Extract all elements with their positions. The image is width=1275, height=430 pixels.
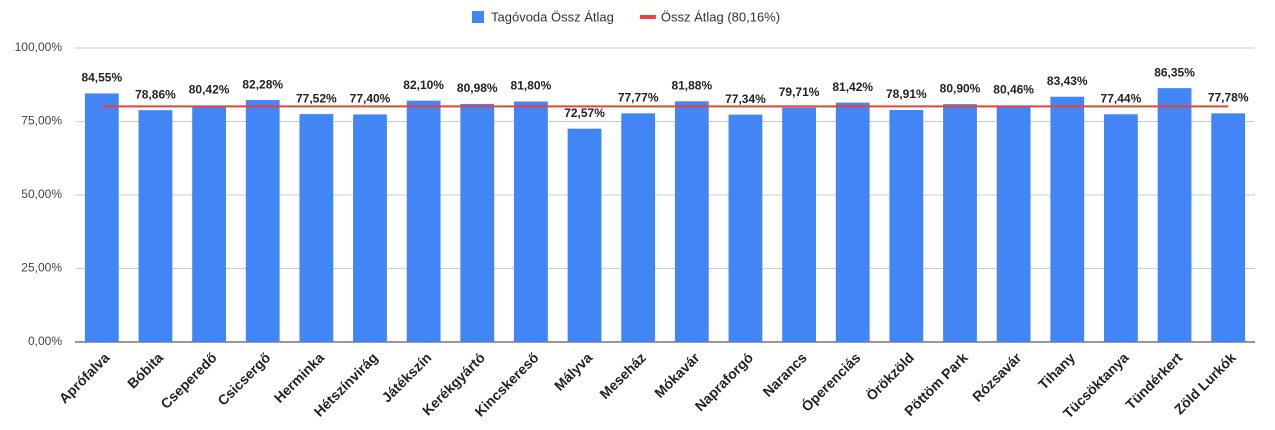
bar	[406, 100, 441, 342]
data-label: 77,44%	[1101, 91, 1142, 105]
bar	[192, 105, 226, 342]
data-label: 83,43%	[1047, 74, 1088, 88]
x-tick-label: Csicsergő	[214, 349, 273, 408]
bar	[514, 101, 548, 343]
bar	[567, 128, 602, 342]
bar	[299, 114, 334, 342]
y-tick-label: 25,00%	[21, 261, 62, 275]
y-tick-label: 100,00%	[15, 40, 63, 54]
legend-swatch	[472, 11, 484, 23]
data-label: 80,46%	[993, 83, 1034, 97]
y-tick-label: 0,00%	[28, 334, 62, 348]
x-tick-label: Játékszín	[378, 349, 434, 405]
bar	[1104, 114, 1138, 342]
bar	[1050, 96, 1085, 343]
data-label: 82,28%	[242, 77, 283, 91]
x-tick-label: Tihany	[1035, 349, 1078, 392]
x-tick-label: Herminka	[271, 349, 328, 406]
data-label: 82,10%	[403, 78, 444, 92]
data-label: 80,98%	[457, 81, 498, 95]
data-label: 77,34%	[725, 92, 766, 106]
data-label: 78,91%	[886, 87, 927, 101]
x-tick-label: Napraforgó	[692, 349, 757, 414]
data-label: 77,77%	[618, 91, 659, 105]
bar	[460, 103, 495, 343]
data-label: 84,55%	[81, 71, 122, 85]
data-label: 78,86%	[135, 87, 176, 101]
data-label: 86,35%	[1154, 65, 1195, 79]
x-tick-label: Örökzöld	[863, 349, 917, 403]
data-label: 77,40%	[350, 92, 391, 106]
bar	[245, 100, 280, 342]
bar	[996, 105, 1031, 342]
data-label: 80,42%	[189, 83, 230, 97]
bar	[1211, 113, 1246, 342]
legend-swatch	[639, 15, 656, 19]
legend-label: Össz Átlag (80,16%)	[661, 9, 780, 24]
bar	[674, 101, 709, 342]
bar	[782, 107, 816, 342]
data-label: 81,88%	[671, 78, 712, 92]
data-label: 81,80%	[511, 79, 552, 93]
bar	[943, 104, 977, 343]
bar	[889, 110, 924, 342]
bar	[728, 114, 763, 343]
bar	[84, 93, 119, 342]
bar	[353, 114, 387, 342]
x-tick-label: Mályva	[551, 349, 595, 393]
x-tick-label: Meseház	[596, 349, 649, 402]
x-tick-label: Bóbita	[124, 349, 166, 391]
data-label: 79,71%	[779, 85, 820, 99]
bar	[138, 110, 173, 342]
legend-label: Tagóvoda Össz Átlag	[491, 9, 614, 24]
bar	[1157, 88, 1192, 342]
bar	[621, 113, 656, 342]
y-tick-label: 50,00%	[21, 187, 62, 201]
data-label: 80,90%	[940, 81, 981, 95]
x-tick-label: Aprófalva	[56, 349, 113, 406]
x-tick-label: Rózsavár	[969, 349, 1025, 405]
data-label: 81,42%	[832, 80, 873, 94]
bar	[835, 102, 870, 342]
data-label: 72,57%	[564, 106, 605, 120]
data-label: 77,78%	[1208, 90, 1249, 104]
x-tick-label: Cseperedő	[157, 349, 219, 411]
data-label: 77,52%	[296, 91, 337, 105]
x-tick-label: Mókavár	[651, 349, 703, 401]
y-tick-label: 75,00%	[21, 114, 62, 128]
x-tick-label: Narancs	[759, 349, 810, 400]
